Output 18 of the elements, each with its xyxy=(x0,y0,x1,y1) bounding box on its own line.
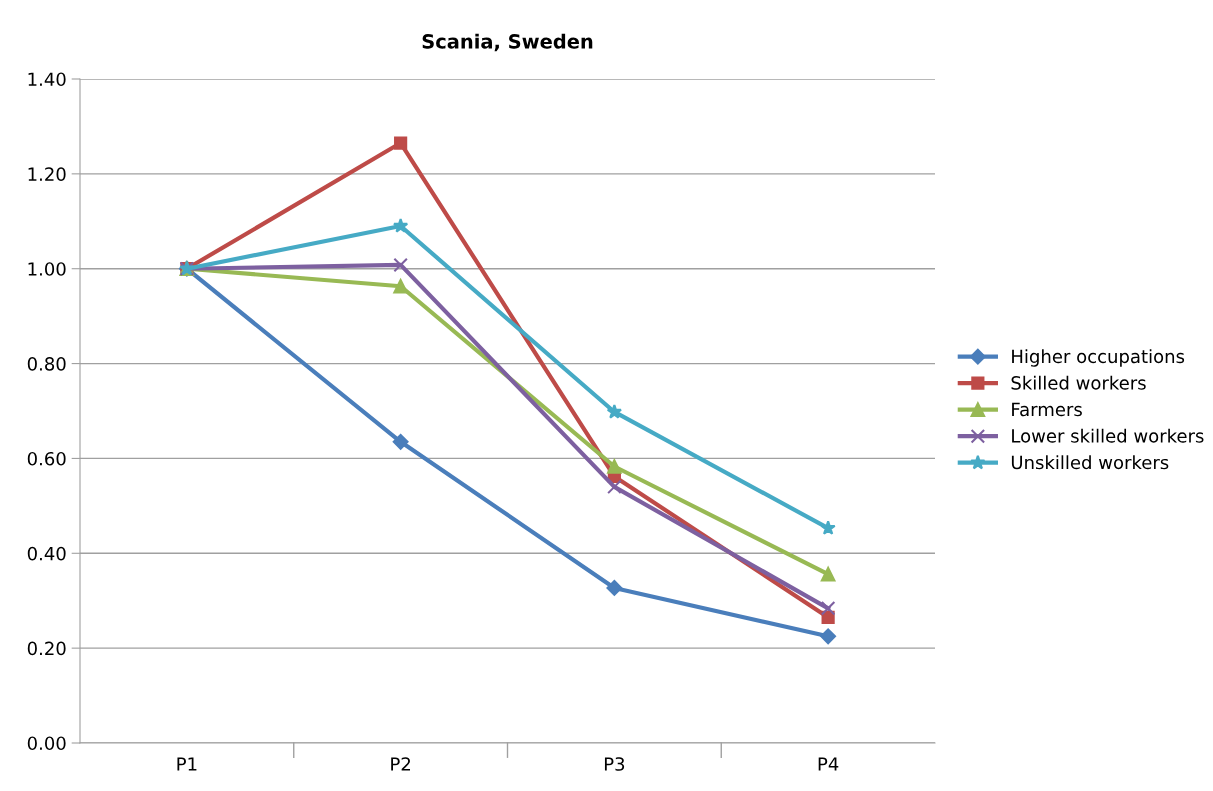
x-tick-label: P1 xyxy=(177,757,197,771)
y-tick-label: 0.20 xyxy=(27,641,66,656)
legend-label: Lower skilled workers xyxy=(1012,428,1204,443)
y-tick-label: 0.00 xyxy=(27,736,66,751)
legend-label: Farmers xyxy=(1012,402,1082,417)
y-tick-label: 0.80 xyxy=(27,357,66,371)
x-tick-label: P3 xyxy=(604,757,625,771)
chart-title: Scania, Sweden xyxy=(422,33,593,52)
y-tick-label: 0.40 xyxy=(27,546,66,561)
y-tick-label: 1.40 xyxy=(28,72,66,87)
legend-label: Skilled workers xyxy=(1011,375,1146,390)
y-tick-label: 1.00 xyxy=(28,262,66,276)
x-tick-label: P4 xyxy=(818,757,839,771)
y-tick-label: 0.60 xyxy=(27,451,66,466)
x-tick-label: P2 xyxy=(391,757,411,771)
y-tick-label: 1.20 xyxy=(28,167,66,181)
legend-label: Higher occupations xyxy=(1012,349,1185,367)
legend-label: Unskilled workers xyxy=(1011,455,1169,470)
